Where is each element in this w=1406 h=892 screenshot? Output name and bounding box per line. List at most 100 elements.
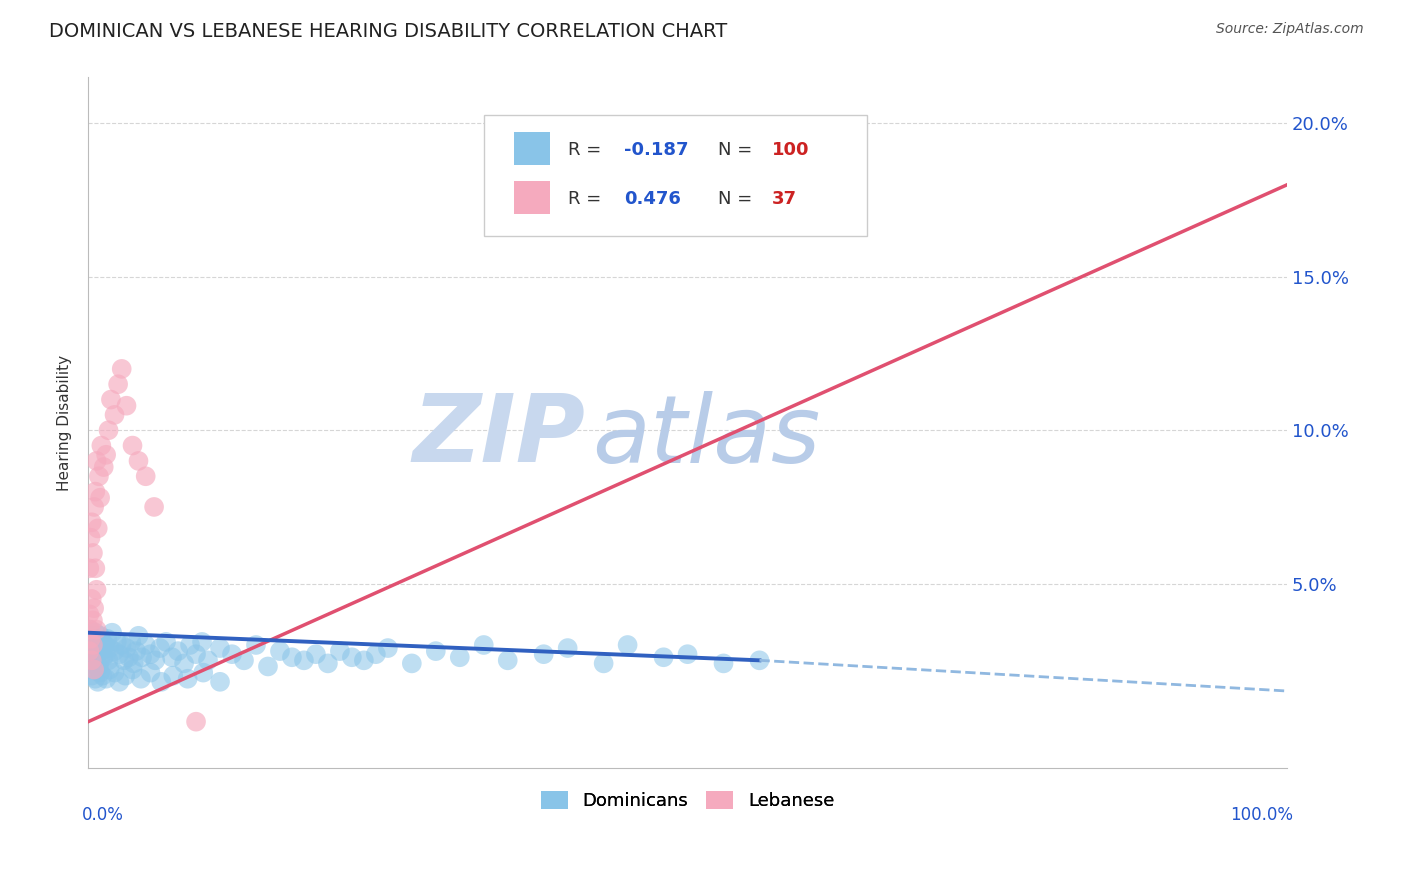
Point: [115, 641, 138, 656]
Point: [713, 657, 735, 671]
Point: [82, 663, 104, 677]
Point: [79, 632, 101, 646]
Y-axis label: Hearing Disability: Hearing Disability: [58, 354, 72, 491]
Point: [89, 629, 111, 643]
Point: [208, 641, 231, 656]
Point: [87, 674, 110, 689]
Point: [208, 674, 231, 689]
Point: [86, 632, 108, 646]
Point: [197, 653, 219, 667]
Point: [90, 439, 112, 453]
Point: [135, 638, 157, 652]
Point: [292, 653, 315, 667]
Point: [87, 647, 110, 661]
Point: [93, 460, 115, 475]
Point: [86, 623, 108, 637]
Point: [83, 500, 105, 514]
Point: [111, 638, 134, 652]
Point: [592, 657, 614, 671]
Point: [329, 644, 352, 658]
Point: [150, 674, 173, 689]
Text: 37: 37: [772, 190, 796, 208]
Point: [103, 644, 125, 658]
Point: [93, 650, 115, 665]
Point: [87, 641, 110, 656]
Point: [84, 650, 107, 665]
Point: [89, 653, 111, 667]
Point: [84, 625, 107, 640]
Point: [269, 644, 291, 658]
Point: [128, 629, 150, 643]
Point: [87, 659, 110, 673]
Point: [128, 454, 150, 468]
Point: [79, 644, 101, 658]
Point: [80, 647, 103, 661]
Point: [122, 657, 145, 671]
Point: [103, 665, 125, 680]
Point: [449, 650, 471, 665]
Text: R =: R =: [568, 190, 606, 208]
FancyBboxPatch shape: [484, 115, 868, 236]
Point: [82, 635, 104, 649]
Point: [80, 629, 103, 643]
Point: [97, 653, 120, 667]
Point: [748, 653, 770, 667]
Point: [120, 635, 142, 649]
Point: [118, 650, 141, 665]
Point: [80, 591, 103, 606]
Point: [401, 657, 423, 671]
Point: [557, 641, 579, 656]
Point: [193, 665, 215, 680]
Point: [84, 484, 107, 499]
Text: DOMINICAN VS LEBANESE HEARING DISABILITY CORRELATION CHART: DOMINICAN VS LEBANESE HEARING DISABILITY…: [49, 22, 727, 41]
Point: [89, 491, 111, 505]
Point: [340, 650, 363, 665]
Point: [94, 672, 117, 686]
Point: [86, 659, 108, 673]
Point: [84, 672, 107, 686]
Point: [86, 454, 108, 468]
Point: [79, 561, 101, 575]
Point: [184, 647, 207, 661]
Point: [316, 657, 339, 671]
Point: [245, 638, 267, 652]
Point: [221, 647, 243, 661]
Point: [107, 377, 129, 392]
Point: [87, 469, 110, 483]
Point: [139, 665, 162, 680]
Point: [121, 439, 143, 453]
Point: [87, 521, 110, 535]
Point: [79, 607, 101, 622]
Point: [80, 516, 103, 530]
Point: [90, 644, 112, 658]
Text: 100.0%: 100.0%: [1230, 805, 1294, 823]
Text: 0.0%: 0.0%: [82, 805, 124, 823]
Point: [82, 546, 104, 560]
Point: [191, 635, 214, 649]
Point: [96, 632, 118, 646]
Point: [83, 601, 105, 615]
Point: [377, 641, 399, 656]
Point: [79, 531, 101, 545]
Point: [86, 657, 108, 671]
Point: [533, 647, 555, 661]
Point: [184, 714, 207, 729]
FancyBboxPatch shape: [513, 181, 550, 214]
Point: [281, 650, 304, 665]
Point: [98, 663, 121, 677]
Point: [84, 561, 107, 575]
Point: [305, 647, 328, 661]
Point: [129, 672, 152, 686]
Point: [425, 644, 447, 658]
Point: [94, 448, 117, 462]
Point: [364, 647, 387, 661]
Point: [82, 614, 104, 628]
Text: atlas: atlas: [592, 391, 820, 482]
Point: [79, 623, 101, 637]
Point: [79, 623, 101, 637]
Text: 0.476: 0.476: [624, 190, 681, 208]
Point: [98, 641, 121, 656]
FancyBboxPatch shape: [513, 132, 550, 165]
Point: [82, 653, 104, 667]
Point: [91, 635, 114, 649]
